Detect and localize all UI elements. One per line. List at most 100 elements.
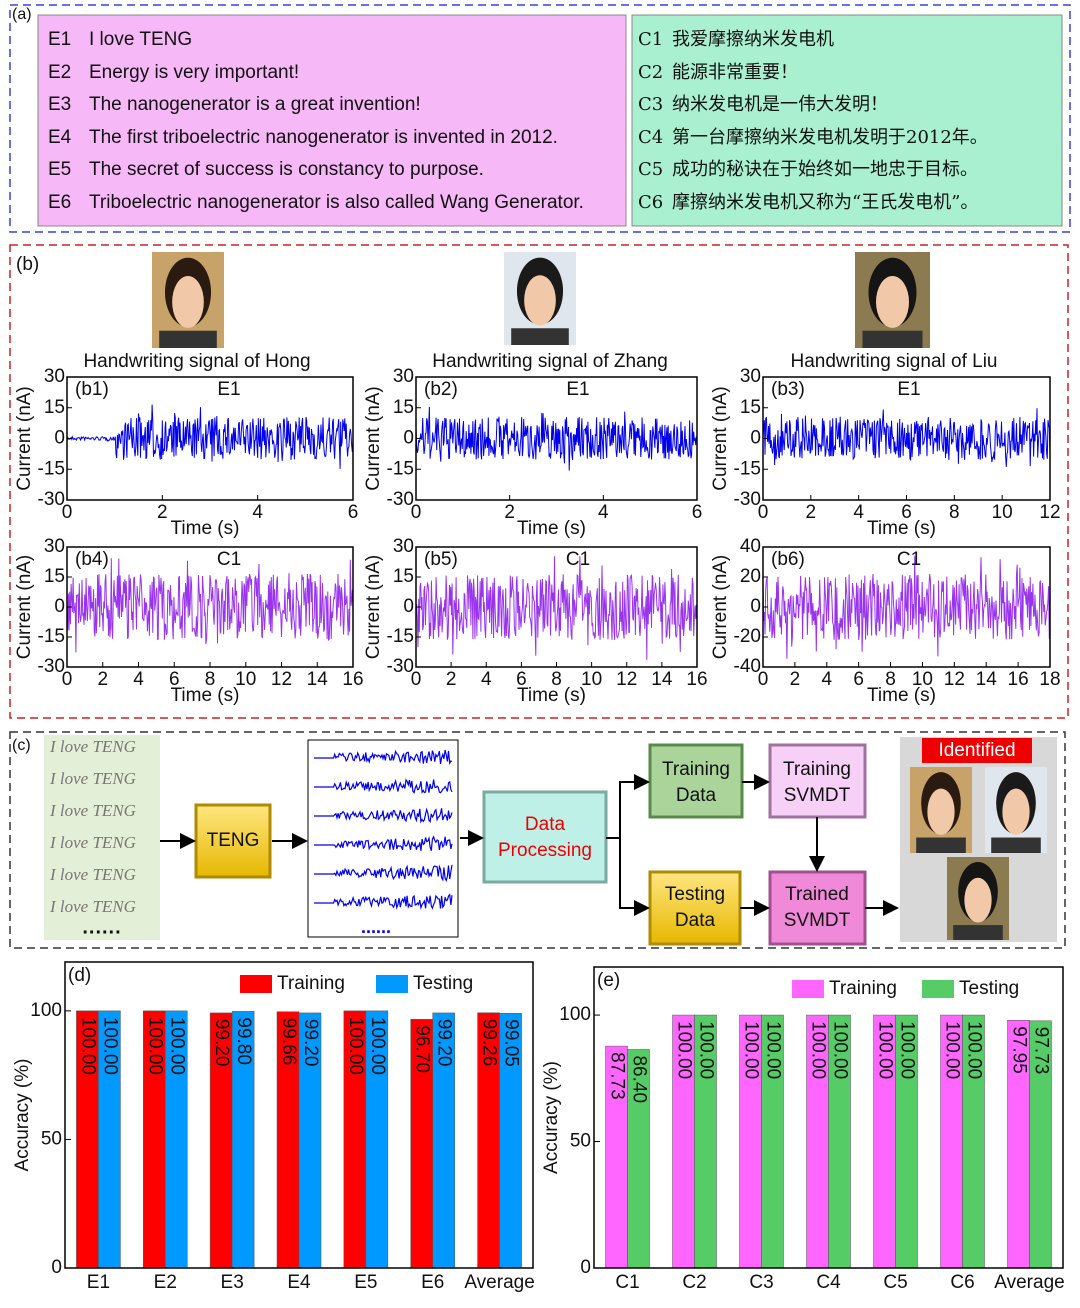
y-tick-label: 30 [44,366,65,387]
y-tick-label: 15 [44,566,65,587]
y-tick-label: -15 [387,626,414,647]
x-axis-label: Time (s) [867,518,936,539]
x-tick-label: 12 [1039,502,1060,523]
x-tick-label: 6 [169,669,180,690]
x-tick-label: 4 [252,502,263,523]
x-tick-label: 2 [157,502,168,523]
signal-thumbnail [314,835,453,851]
x-axis-label: Time (s) [517,685,586,706]
signal-trace [415,556,698,660]
y-axis-label: Accuracy (%) [12,1059,33,1172]
sentence-list: E1 I love TENG C1 我爱摩擦纳米发电机 E2 Energy is very… [48,29,988,213]
panel-c-frame [9,731,1066,949]
value-label: 100.00 [99,1017,120,1075]
y-tick-label: 0 [580,1257,591,1278]
x-tick-label: 10 [992,502,1013,523]
legend-swatch [922,980,954,998]
x-tick-label: 12 [271,669,292,690]
value-label: 100.00 [673,1021,694,1079]
value-label: 99.66 [278,1018,299,1066]
ellipsis: ...... [361,917,391,937]
value-label: 100.00 [367,1017,388,1075]
sentence-id: C2 [638,62,663,83]
y-axis-label: Current (nA) [14,555,35,660]
x-tick-label: 0 [758,669,769,690]
handwriting: I love TENG [49,897,136,916]
sentence-text: 我爱摩擦纳米发电机 [672,29,834,50]
testing-data-node [648,870,742,946]
y-tick-label: -15 [38,458,65,479]
value-label: 97.95 [1008,1026,1029,1074]
sentence-id: C6 [638,192,663,213]
x-tick-label: 10 [235,669,256,690]
x-tick-label: 16 [342,669,363,690]
sentence-label: C1 [217,549,241,570]
y-tick-label: 100 [30,1000,62,1021]
x-axis-label: Time (s) [867,685,936,706]
signal-thumbnail [314,864,453,882]
legend-label: Training [829,978,897,999]
trained-svmdt-node [768,870,867,946]
photo-shoulders [511,328,569,345]
plot-label: (b4) [75,549,109,570]
x-tick-label: 4 [133,669,144,690]
sentence-text: Energy is very important! [89,62,299,83]
sentence-text: 能源非常重要！ [672,62,798,83]
y-tick-label: -15 [387,458,414,479]
y-tick-label: 0 [403,428,414,449]
identified-badge [922,738,1032,763]
value-label: 99.20 [434,1019,455,1067]
y-tick-label: 0 [51,1257,62,1278]
legend-label: Testing [959,978,1019,999]
y-tick-label: -15 [38,626,65,647]
x-tick-label: E1 [87,1272,110,1293]
x-tick-label: E2 [154,1272,177,1293]
node-label: Testing Data [665,884,725,931]
legend-swatch [792,980,824,998]
x-tick-label: 12 [616,669,637,690]
x-tick-label: Average [994,1272,1064,1293]
plot-label: (b2) [424,379,458,400]
x-tick-label: 2 [446,669,457,690]
value-label: 99.05 [501,1019,522,1067]
x-tick-label: 0 [411,502,422,523]
value-label: 100.00 [695,1021,716,1079]
y-tick-label: 15 [44,397,65,418]
x-tick-label: 10 [912,669,933,690]
y-tick-label: 30 [393,366,414,387]
x-tick-label: 4 [481,669,492,690]
photo-face [876,276,909,328]
value-label: 100.00 [762,1021,783,1079]
x-tick-label: 10 [581,669,602,690]
x-tick-label: 6 [901,502,912,523]
x-axis-label: Time (s) [171,518,240,539]
legend-label: Training [277,973,345,994]
legend-swatch [240,975,272,993]
x-tick-label: 2 [790,669,801,690]
x-tick-label: 2 [806,502,817,523]
node-label: Data Processing [498,814,592,861]
y-tick-label: 15 [393,397,414,418]
x-tick-label: 6 [692,502,703,523]
arrows [160,774,899,916]
y-tick-label: 50 [570,1131,591,1152]
value-label: 97.73 [1030,1027,1051,1075]
x-tick-label: 8 [551,669,562,690]
signal-thumbnail [314,807,453,824]
sentence-text: Triboelectric nanogenerator is also call… [89,192,584,213]
x-tick-label: 14 [976,669,998,690]
sentence-label: E1 [217,379,240,400]
sentence-text: I love TENG [89,29,192,50]
diagram-art: I love TENG I love TENG I love TENG I love … [49,737,1047,940]
ellipsis: ...... [82,916,121,938]
x-axis-label: Time (s) [171,685,240,706]
y-axis-label: Current (nA) [710,386,731,491]
node-label: Trained SVMDT [784,884,851,931]
x-tick-label: 0 [411,669,422,690]
handwriting: I love TENG [49,833,136,852]
x-tick-label: C3 [749,1272,773,1293]
sentence-label: E1 [897,379,920,400]
handwriting: I love TENG [49,737,136,756]
value-label: 100.00 [941,1021,962,1079]
